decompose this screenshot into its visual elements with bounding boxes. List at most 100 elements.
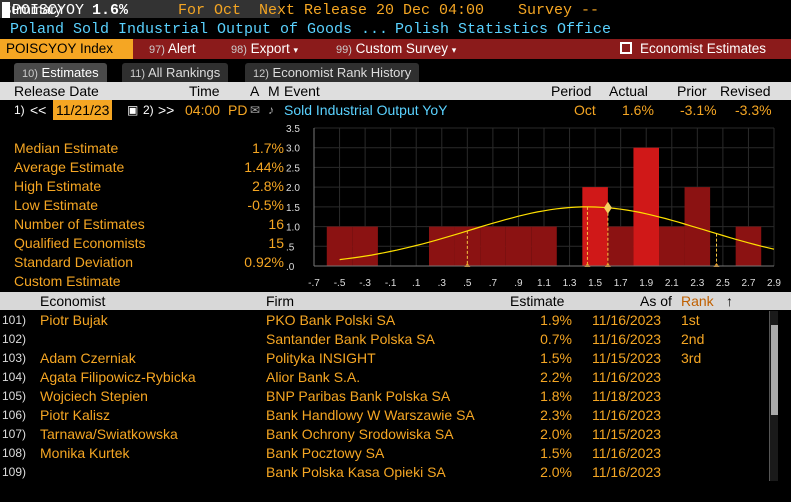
table-row[interactable]: 105) Wojciech Stepien BNP Paribas Bank Pol… xyxy=(0,387,770,406)
estimate-value: 1.8% xyxy=(540,388,572,404)
table-row[interactable]: 101) Piotr Bujak PKO Bank Polski SA 1.9% 11/… xyxy=(0,311,770,330)
table-row[interactable]: 107) Tarnawa/Swiatkowska Bank Ochrony Srod… xyxy=(0,425,770,444)
firm-name[interactable]: Bank Ochrony Srodowiska SA xyxy=(266,426,454,442)
x-tick-label: .9 xyxy=(514,278,523,289)
release-date-input[interactable]: 11/21/23 xyxy=(53,100,113,120)
period-value: Oct xyxy=(574,102,596,118)
x-tick-label: .7 xyxy=(489,278,498,289)
firm-name[interactable]: Bank Polska Kasa Opieki SA xyxy=(266,464,446,480)
y-tick-label: 3.5 xyxy=(286,124,300,135)
row-index: 107) xyxy=(2,427,27,441)
x-tick-label: 1.5 xyxy=(588,278,602,289)
timezone: PD xyxy=(228,102,248,118)
x-tick-label: 2.1 xyxy=(665,278,679,289)
economist-name[interactable]: Tarnawa/Swiatkowska xyxy=(40,426,178,442)
firm-name[interactable]: Polityka INSIGHT xyxy=(266,350,376,366)
x-tick-label: .5 xyxy=(463,278,472,289)
histogram-bar xyxy=(531,226,557,266)
summary-value: 1.44% xyxy=(244,159,284,175)
last-value: 1.6% xyxy=(92,2,129,19)
firm-name[interactable]: Bank Handlowy W Warszawie SA xyxy=(266,407,475,423)
row-index: 108) xyxy=(2,446,27,460)
economist-name[interactable]: Adam Czerniak xyxy=(40,350,136,366)
summary-value: 1.7% xyxy=(252,140,284,156)
summary-row: Custom Estimate xyxy=(0,272,284,291)
prev-date-button[interactable]: << xyxy=(30,102,47,118)
histogram-bar xyxy=(735,226,762,266)
security-field[interactable]: POISCYOY Index xyxy=(0,39,133,59)
summary-title: Summary xyxy=(2,1,62,17)
sort-arrow-icon[interactable]: ↑ xyxy=(726,293,733,309)
alert-off-icon[interactable]: ✉ xyxy=(250,103,261,117)
firm-name[interactable]: Santander Bank Polska SA xyxy=(266,331,435,347)
table-row[interactable]: 102) Santander Bank Polska SA 0.7% 11/16/20… xyxy=(0,330,770,349)
y-tick-label: 1.5 xyxy=(286,203,300,214)
table-row[interactable]: 108) Monika Kurtek Bank Pocztowy SA 1.5% 11/… xyxy=(0,444,770,463)
col-release-date[interactable]: Release Date xyxy=(14,83,99,99)
col-actual[interactable]: Actual xyxy=(609,83,648,99)
table-row[interactable]: 109) Bank Polska Kasa Opieki SA 2.0% 11/16/… xyxy=(0,463,770,482)
rank-value: 1st xyxy=(681,312,700,328)
y-tick-label: .5 xyxy=(286,242,295,253)
col-time[interactable]: Time xyxy=(189,83,220,99)
firm-name[interactable]: BNP Paribas Bank Polska SA xyxy=(266,388,451,404)
summary-row: Low Estimate -0.5% xyxy=(0,196,284,215)
calendar-icon[interactable]: ▣ xyxy=(127,103,139,117)
tab-label: All Rankings xyxy=(148,65,221,80)
event-name[interactable]: Sold Industrial Output YoY xyxy=(284,102,448,118)
col-period[interactable]: Period xyxy=(551,83,592,99)
row-index: 105) xyxy=(2,389,27,403)
economist-name[interactable]: Agata Filipowicz-Rybicka xyxy=(40,369,196,385)
bell-icon[interactable]: ♪ xyxy=(268,103,274,117)
x-tick-label: -.1 xyxy=(385,278,397,289)
economist-name[interactable]: Piotr Kalisz xyxy=(40,407,111,423)
tab-economist-rank-history[interactable]: 12) Economist Rank History xyxy=(245,63,420,82)
tab-num: 10) xyxy=(22,68,38,80)
col-a[interactable]: A xyxy=(250,83,260,99)
y-tick-label: 3.0 xyxy=(286,144,300,155)
asof-date: 11/16/2023 xyxy=(592,312,662,328)
tab-label: Economist Rank History xyxy=(272,65,412,80)
col-firm[interactable]: Firm xyxy=(266,293,294,309)
estimates-histogram: .0 .5 1.0 1.5 2.0 2.5 3.0 3.5 -.7 -.5 -.3 -.1 .1 .3 .5… xyxy=(286,124,781,289)
table-row[interactable]: 106) Piotr Kalisz Bank Handlowy W Warszawi… xyxy=(0,406,770,425)
summary-row: Qualified Economists 15 xyxy=(0,234,284,253)
custom-survey-button[interactable]: 99) Custom Survey ▾ xyxy=(330,39,462,59)
firm-name[interactable]: PKO Bank Polski SA xyxy=(266,312,396,328)
col-rank[interactable]: Rank xyxy=(681,293,714,309)
economist-name[interactable]: Wojciech Stepien xyxy=(40,388,148,404)
scrollbar[interactable] xyxy=(769,311,778,481)
asof-date: 11/15/2023 xyxy=(592,426,662,442)
x-tick-label: 2.9 xyxy=(767,278,781,289)
tab-all-rankings[interactable]: 11) All Rankings xyxy=(122,63,229,82)
scrollbar-thumb[interactable] xyxy=(771,325,778,415)
alert-button[interactable]: 97) Alert xyxy=(143,39,202,59)
col-event[interactable]: Event xyxy=(284,83,320,99)
summary-value: 16 xyxy=(268,216,284,232)
economist-name[interactable]: Piotr Bujak xyxy=(40,312,108,328)
export-num: 98) xyxy=(231,44,247,56)
actual-diamond-icon xyxy=(603,201,612,214)
firm-name[interactable]: Alior Bank S.A. xyxy=(266,369,361,385)
firm-name[interactable]: Bank Pocztowy SA xyxy=(266,445,385,461)
histogram-bar xyxy=(607,226,634,266)
export-button[interactable]: 98) Export ▾ xyxy=(225,39,304,59)
col-estimate[interactable]: Estimate xyxy=(510,293,565,309)
col-m[interactable]: M xyxy=(268,83,280,99)
economist-estimates-button[interactable]: Economist Estimates xyxy=(614,39,772,59)
y-tick-label: 1.0 xyxy=(286,223,300,234)
security-header: POISCYOY 1.6% For Oct Next Release 20 De… xyxy=(0,0,791,22)
tab-estimates[interactable]: 10) Estimates xyxy=(14,63,107,82)
economist-name[interactable]: Monika Kurtek xyxy=(40,445,130,461)
custom-num: 99) xyxy=(336,44,352,56)
table-row[interactable]: 103) Adam Czerniak Polityka INSIGHT 1.5% 11/… xyxy=(0,349,770,368)
col-prior[interactable]: Prior xyxy=(677,83,707,99)
col-economist[interactable]: Economist xyxy=(40,293,106,309)
summary-row: High Estimate 2.8% xyxy=(0,177,284,196)
col-asof[interactable]: As of xyxy=(640,293,672,309)
col-revised[interactable]: Revised xyxy=(720,83,771,99)
table-row[interactable]: 104) Agata Filipowicz-Rybicka Alior Bank S… xyxy=(0,368,770,387)
asof-date: 11/16/2023 xyxy=(592,407,662,423)
next-date-button[interactable]: >> xyxy=(158,102,175,118)
toolbar: POISCYOY Index 97) Alert 98) Export ▾ 99… xyxy=(0,39,791,59)
